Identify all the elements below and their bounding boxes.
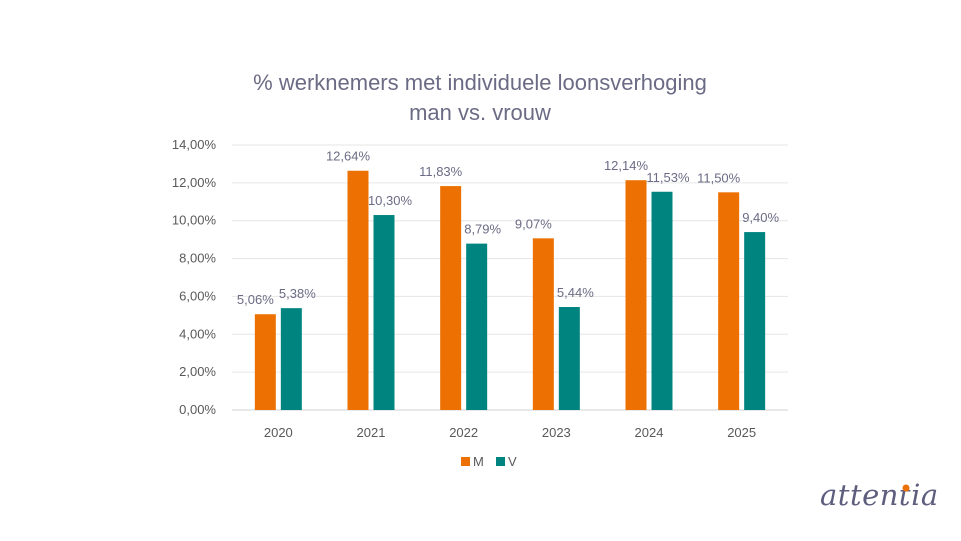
bar-v-2025 xyxy=(744,232,766,410)
bar-m-2020 xyxy=(254,314,276,410)
bar-m-2025 xyxy=(718,192,740,410)
data-label: 12,14% xyxy=(604,158,649,173)
x-tick-label: 2023 xyxy=(542,425,571,440)
bar-v-2024 xyxy=(651,191,673,410)
y-tick-label: 0,00% xyxy=(179,402,216,417)
bar-v-2021 xyxy=(373,215,395,410)
bar-m-2022 xyxy=(440,186,462,410)
x-axis: 2020 2021 2022 2023 2024 2025 xyxy=(264,425,756,440)
bars xyxy=(254,170,766,410)
bar-v-2023 xyxy=(558,307,580,410)
data-label: 5,44% xyxy=(557,285,594,300)
bar-v-2022 xyxy=(466,243,488,410)
legend-label-v: V xyxy=(508,454,517,469)
data-label: 12,64% xyxy=(326,149,371,164)
data-label: 9,40% xyxy=(742,210,779,225)
y-tick-label: 2,00% xyxy=(179,364,216,379)
y-tick-label: 12,00% xyxy=(172,175,217,190)
orange-dot-icon xyxy=(902,484,910,492)
y-tick-label: 4,00% xyxy=(179,326,216,341)
data-label: 10,30% xyxy=(368,193,413,208)
x-tick-label: 2022 xyxy=(449,425,478,440)
data-label: 8,79% xyxy=(464,222,501,237)
bar-v-2020 xyxy=(280,308,302,410)
bar-m-2023 xyxy=(532,238,554,410)
data-labels: 5,06% 5,38% 12,64% 10,30% 11,83% 8,79% 9,07% 5,… xyxy=(237,149,780,307)
data-label: 11,50% xyxy=(697,170,741,185)
bar-m-2021 xyxy=(347,170,369,410)
x-tick-label: 2025 xyxy=(727,425,756,440)
y-tick-label: 8,00% xyxy=(179,251,216,266)
data-label: 5,38% xyxy=(279,286,316,301)
y-tick-label: 10,00% xyxy=(172,213,217,228)
x-tick-label: 2021 xyxy=(357,425,386,440)
legend-swatch-v xyxy=(496,457,505,466)
y-axis: 0,00% 2,00% 4,00% 6,00% 8,00% 10,00% 12,00% 14,… xyxy=(172,137,217,417)
gridlines xyxy=(232,144,788,411)
data-label: 11,53% xyxy=(646,170,690,185)
chart-subtitle: man vs. vrouw xyxy=(409,100,551,125)
data-label: 11,83% xyxy=(419,164,463,179)
attentia-logo: attentia xyxy=(820,478,939,512)
y-tick-label: 14,00% xyxy=(172,137,217,152)
legend-label-m: M xyxy=(473,454,484,469)
data-label: 5,06% xyxy=(237,292,274,307)
bar-m-2024 xyxy=(625,180,647,410)
x-tick-label: 2024 xyxy=(635,425,664,440)
data-label: 9,07% xyxy=(515,216,552,231)
logo-text: attentia xyxy=(820,478,939,512)
x-tick-label: 2020 xyxy=(264,425,293,440)
y-tick-label: 6,00% xyxy=(179,288,216,303)
legend-swatch-m xyxy=(461,457,470,466)
chart-title: % werknemers met individuele loonsverhog… xyxy=(253,70,707,95)
